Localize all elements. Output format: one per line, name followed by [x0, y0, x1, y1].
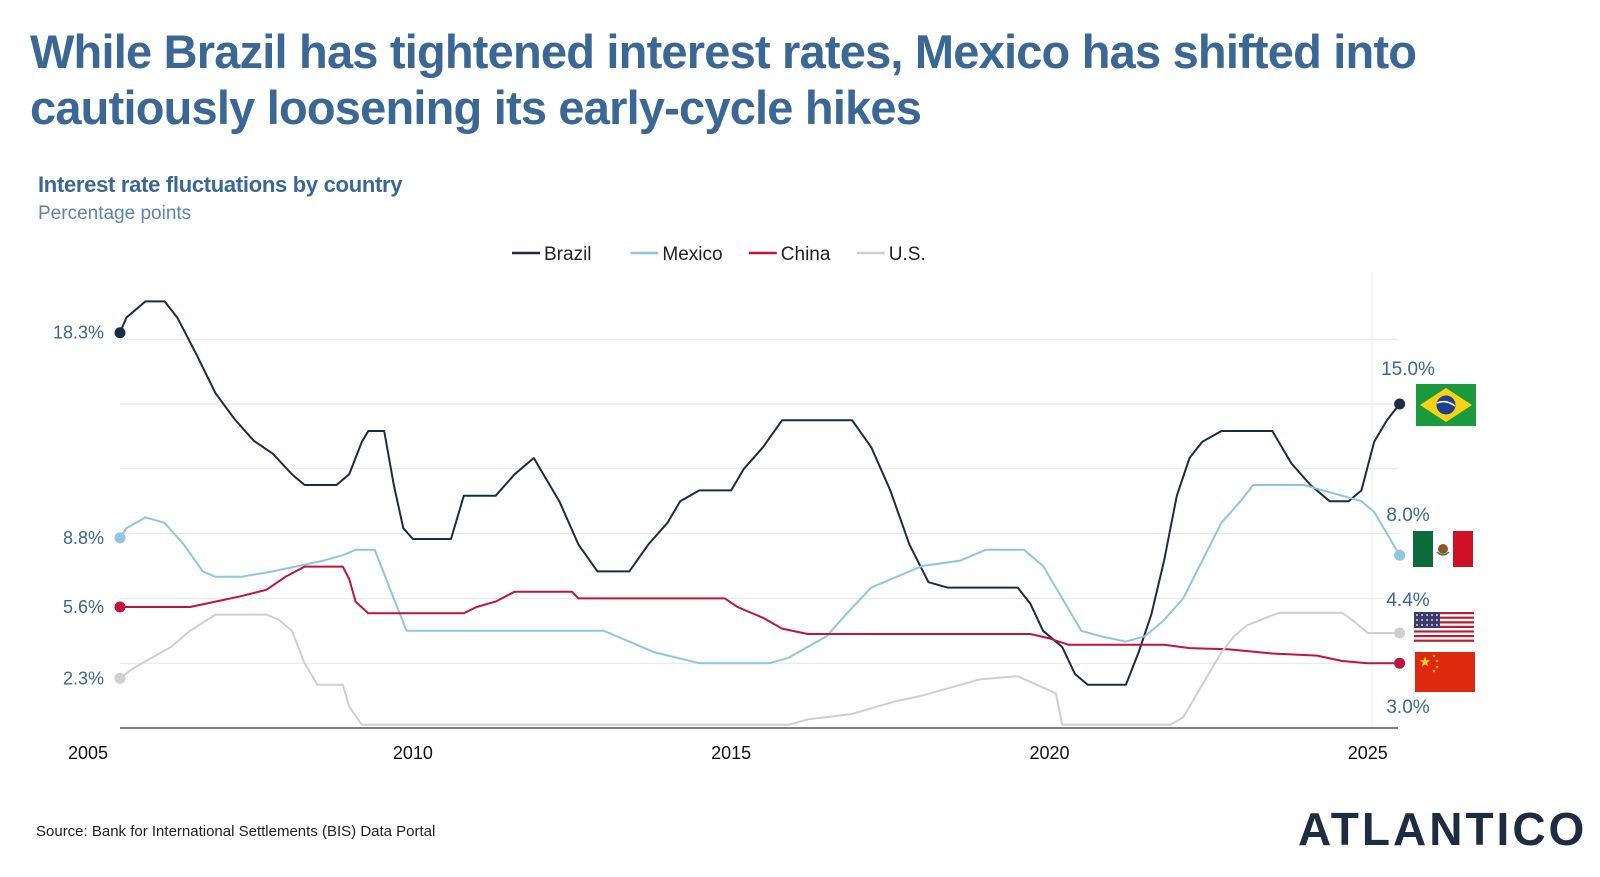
x-tick-label: 2010	[393, 743, 433, 763]
legend-label: Brazil	[544, 244, 592, 265]
legend-label: U.S.	[889, 244, 926, 265]
end-point-u-s	[1394, 627, 1406, 639]
legend-item-china: China	[748, 244, 831, 265]
start-point-mexico	[114, 532, 126, 544]
legend-item-u-s: U.S.	[856, 244, 926, 265]
start-point-china	[114, 601, 126, 613]
headline: While Brazil has tightened interest rate…	[30, 25, 1417, 134]
end-point-china	[1394, 657, 1406, 669]
start-point-brazil	[114, 327, 126, 339]
end-label-brazil: 15.0%	[1381, 359, 1435, 380]
chart-unit-label: Percentage points	[38, 203, 192, 224]
start-label-mexico: 8.8%	[63, 528, 104, 548]
end-label-china: 3.0%	[1386, 697, 1429, 718]
start-label-china: 5.6%	[63, 597, 104, 617]
end-label-mexico: 8.0%	[1386, 505, 1429, 526]
series-lines	[114, 300, 1406, 726]
legend: Brazil Mexico China U.S.	[512, 244, 926, 265]
legend-item-brazil: Brazil	[512, 244, 592, 265]
mexico-flag	[1413, 531, 1473, 567]
start-value-labels: 18.3% 8.8% 5.6% 2.3%	[53, 323, 104, 689]
x-tick-label: 2020	[1029, 743, 1069, 763]
series-line-mexico	[119, 484, 1401, 665]
x-axis-ticks: 2005 2010 2015 2020 2025	[68, 743, 1388, 763]
country-flags	[1413, 384, 1476, 692]
us-flag	[1414, 612, 1474, 645]
series-line-u-s	[119, 611, 1400, 726]
chart-title: Interest rate fluctuations by country	[38, 172, 403, 197]
source-note: Source: Bank for International Settlemen…	[36, 823, 436, 840]
legend-label: China	[781, 244, 831, 265]
start-label-u-s: 2.3%	[63, 668, 104, 688]
x-tick-label: 2005	[68, 743, 108, 763]
brazil-flag	[1416, 384, 1476, 426]
end-label-u-s: 4.4%	[1386, 590, 1429, 611]
end-point-mexico	[1394, 549, 1406, 561]
grid-lines	[120, 272, 1398, 728]
end-value-labels: 15.0% 8.0% 4.4% 3.0%	[1381, 359, 1435, 718]
end-point-brazil	[1394, 398, 1406, 410]
x-tick-label: 2015	[711, 743, 751, 763]
legend-item-mexico: Mexico	[630, 244, 723, 265]
legend-label: Mexico	[662, 244, 722, 265]
atlantico-logo: ATLANTICO	[1298, 803, 1588, 855]
series-line-brazil	[119, 300, 1401, 686]
start-label-brazil: 18.3%	[53, 323, 104, 343]
china-flag	[1415, 652, 1475, 692]
start-point-u-s	[114, 672, 126, 684]
x-tick-label: 2025	[1348, 743, 1388, 763]
series-line-china	[120, 565, 1400, 665]
